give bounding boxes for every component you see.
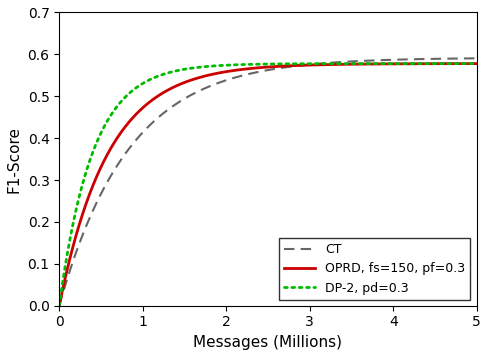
OPRD, fs=150, pf=0.3 (466, 61, 471, 66)
OPRD, fs=150, pf=0.3 (421, 61, 427, 66)
X-axis label: Messages (Millions): Messages (Millions) (193, 335, 343, 350)
OPRD, fs=150, pf=0.3 (216, 71, 222, 75)
CT (234, 75, 240, 79)
Y-axis label: F1-Score: F1-Score (7, 126, 22, 193)
CT (421, 57, 427, 61)
OPRD, fs=150, pf=0.3 (129, 117, 135, 121)
DP-2, pd=0.3 (104, 120, 110, 124)
OPRD, fs=150, pf=0.3 (234, 68, 240, 72)
DP-2, pd=0.3 (234, 62, 240, 67)
CT (216, 80, 222, 85)
CT (474, 56, 480, 60)
OPRD, fs=150, pf=0.3 (474, 61, 480, 66)
CT (56, 303, 62, 308)
OPRD, fs=150, pf=0.3 (104, 153, 110, 157)
Line: DP-2, pd=0.3: DP-2, pd=0.3 (59, 64, 477, 306)
Line: OPRD, fs=150, pf=0.3: OPRD, fs=150, pf=0.3 (59, 64, 477, 306)
DP-2, pd=0.3 (129, 89, 135, 94)
Line: CT: CT (59, 58, 477, 306)
CT (104, 181, 110, 185)
CT (129, 143, 135, 147)
DP-2, pd=0.3 (474, 61, 480, 66)
OPRD, fs=150, pf=0.3 (56, 303, 62, 308)
DP-2, pd=0.3 (466, 61, 471, 66)
CT (466, 56, 471, 61)
DP-2, pd=0.3 (56, 303, 62, 308)
DP-2, pd=0.3 (216, 64, 222, 68)
Legend: CT, OPRD, fs=150, pf=0.3, DP-2, pd=0.3: CT, OPRD, fs=150, pf=0.3, DP-2, pd=0.3 (279, 238, 470, 300)
DP-2, pd=0.3 (421, 61, 427, 66)
